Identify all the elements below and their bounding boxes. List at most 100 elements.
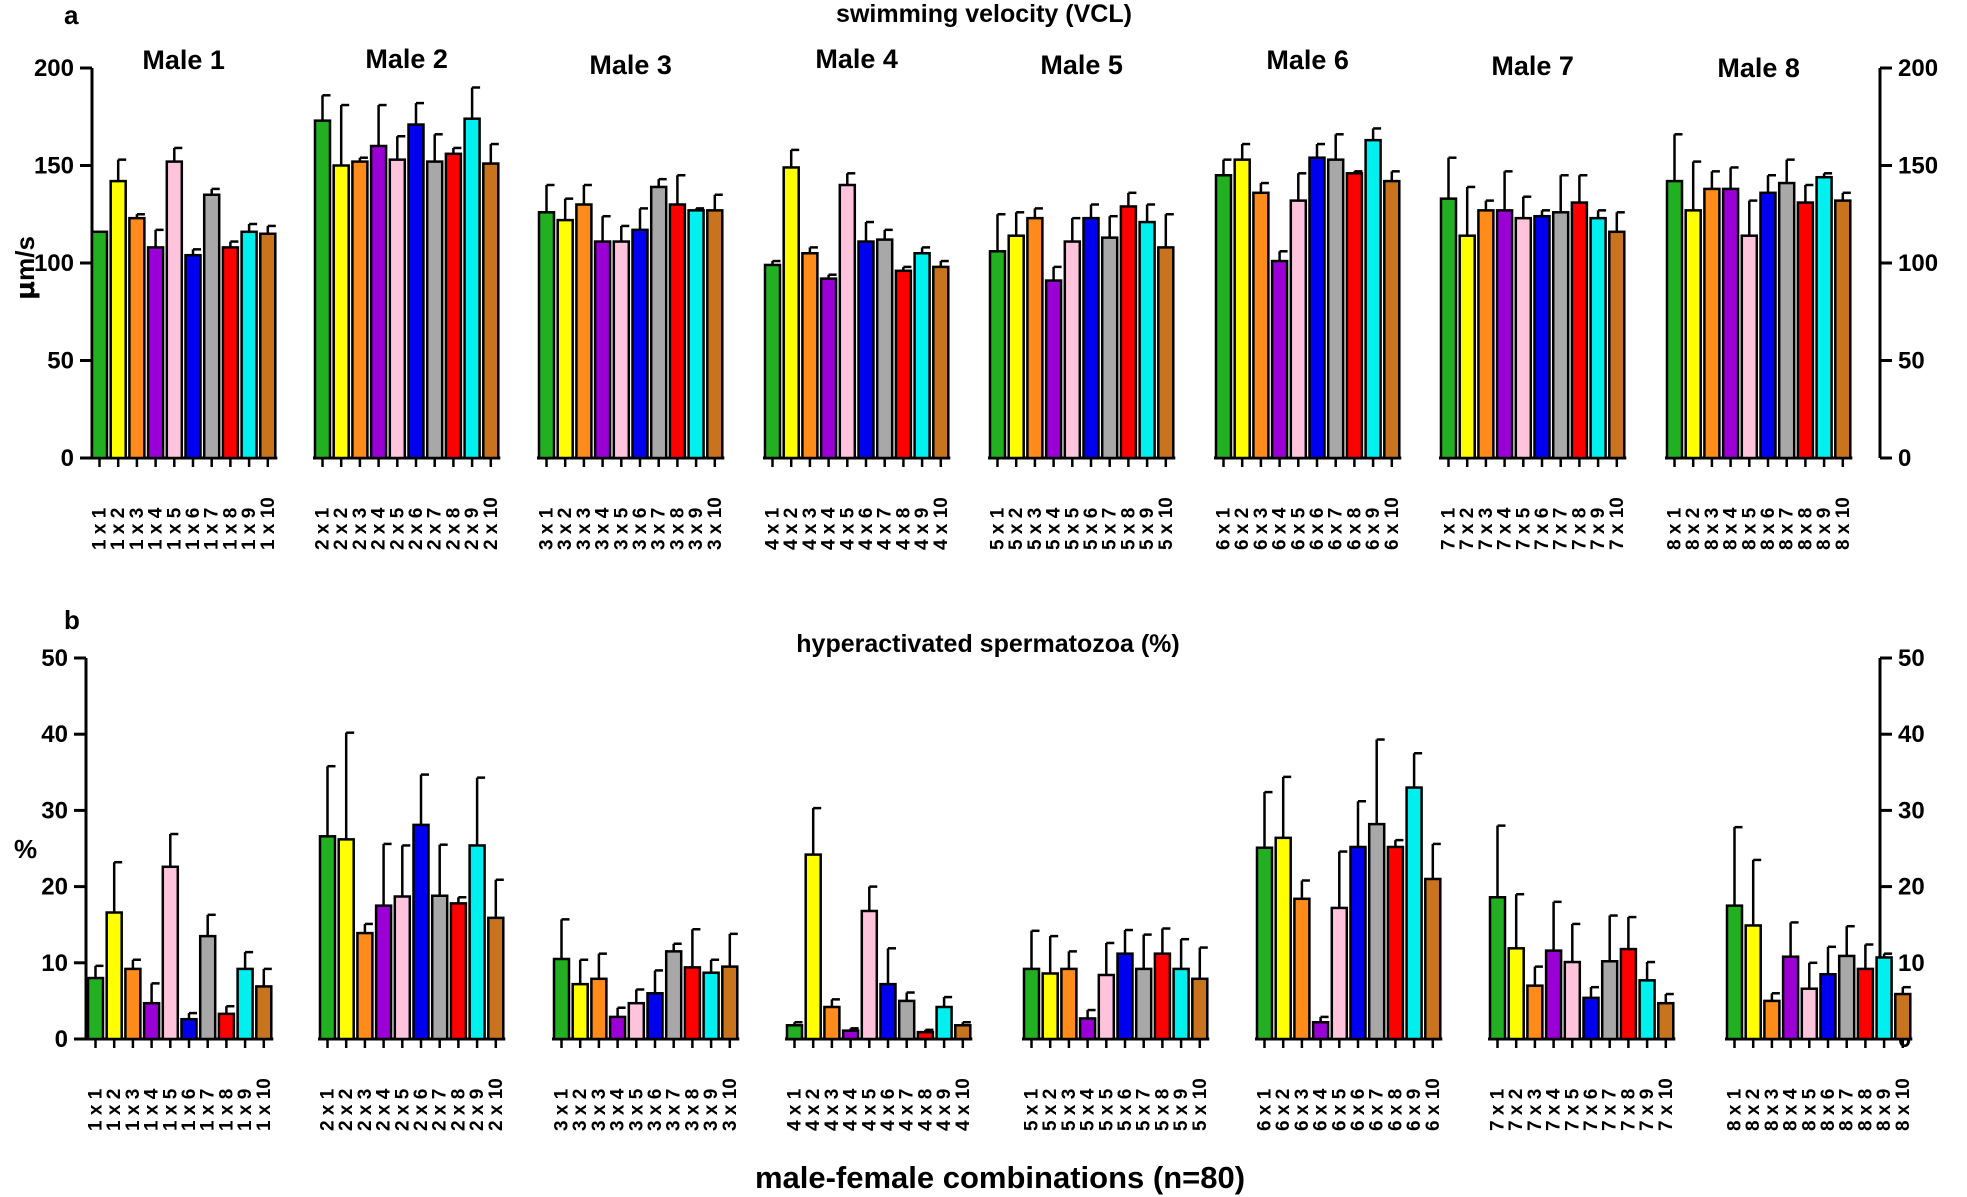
bar bbox=[487, 916, 505, 1041]
category-label: 1 x 8 bbox=[220, 508, 241, 550]
category-label: 6 x 10 bbox=[1382, 497, 1403, 550]
bar bbox=[552, 957, 571, 1041]
category-label: 3 x 4 bbox=[593, 507, 614, 550]
category-label: 4 x 8 bbox=[915, 1089, 936, 1131]
bar bbox=[556, 218, 574, 460]
category-label: 6 x 3 bbox=[1251, 508, 1272, 550]
category-label: 3 x 3 bbox=[589, 1089, 610, 1131]
bar bbox=[1777, 181, 1796, 460]
bar bbox=[142, 1001, 161, 1041]
bar-group-7: 7 x 17 x 27 x 37 x 47 x 57 x 67 x 77 x 8… bbox=[1488, 824, 1677, 1131]
bar bbox=[646, 992, 664, 1041]
bar bbox=[1233, 158, 1251, 460]
y-tick-label-left: 10 bbox=[41, 950, 68, 977]
bar bbox=[1796, 201, 1815, 460]
y-tick-label-right: 10 bbox=[1898, 950, 1925, 977]
category-label: 7 x 9 bbox=[1588, 508, 1609, 550]
bar bbox=[1349, 845, 1367, 1041]
category-label: 1 x 4 bbox=[142, 1088, 163, 1131]
bar bbox=[1763, 999, 1781, 1041]
category-label: 2 x 8 bbox=[448, 1089, 469, 1131]
bar bbox=[146, 246, 165, 460]
category-label: 8 x 8 bbox=[1795, 508, 1816, 550]
category-label: 3 x 9 bbox=[701, 1089, 722, 1131]
bar bbox=[1134, 967, 1153, 1041]
category-label: 6 x 9 bbox=[1363, 508, 1384, 550]
bar bbox=[668, 203, 687, 460]
bar bbox=[687, 209, 705, 460]
category-label: 3 x 10 bbox=[720, 1078, 741, 1131]
category-label: 6 x 6 bbox=[1307, 508, 1328, 550]
category-label: 6 x 2 bbox=[1232, 508, 1253, 550]
bar bbox=[1815, 175, 1833, 460]
category-label: 7 x 6 bbox=[1532, 508, 1553, 550]
group-label: Male 4 bbox=[815, 44, 898, 74]
category-label: 5 x 4 bbox=[1078, 1088, 1099, 1131]
category-label: 2 x 8 bbox=[443, 508, 464, 550]
category-label: 8 x 6 bbox=[1818, 1089, 1839, 1131]
category-label: 3 x 8 bbox=[667, 508, 688, 550]
bar bbox=[608, 1015, 627, 1041]
bar bbox=[1100, 236, 1119, 460]
panel-b-label: b bbox=[64, 605, 80, 635]
bar bbox=[1097, 973, 1116, 1041]
category-label: 1 x 2 bbox=[108, 508, 129, 550]
category-label: 4 x 7 bbox=[897, 1089, 918, 1131]
bar bbox=[894, 269, 913, 460]
category-label: 4 x 3 bbox=[800, 508, 821, 550]
bar bbox=[649, 185, 668, 460]
category-label: 8 x 1 bbox=[1725, 1088, 1746, 1131]
y-tick-label-right: 100 bbox=[1898, 250, 1938, 277]
y-tick-label-right: 50 bbox=[1898, 645, 1925, 672]
bar-group-3: 3 x 13 x 23 x 33 x 43 x 53 x 63 x 73 x 8… bbox=[552, 918, 741, 1131]
category-label: 8 x 3 bbox=[1762, 1089, 1783, 1131]
bar bbox=[875, 238, 894, 460]
category-label: 1 x 5 bbox=[160, 1088, 181, 1131]
bar bbox=[785, 1024, 804, 1041]
category-label: 8 x 5 bbox=[1739, 507, 1760, 550]
category-label: 2 x 2 bbox=[336, 1089, 357, 1131]
bar bbox=[537, 211, 556, 460]
plot-area-a: 0 0 50 50 100 100 150 150 200 200 Male 1 1 x 11 x 2… bbox=[34, 44, 1938, 550]
category-label: 2 x 3 bbox=[355, 1089, 376, 1131]
category-label: 3 x 6 bbox=[630, 508, 651, 550]
category-label: 2 x 6 bbox=[406, 508, 427, 550]
category-label: 1 x 6 bbox=[183, 508, 204, 550]
bar bbox=[165, 160, 184, 460]
category-label: 5 x 6 bbox=[1115, 1089, 1136, 1131]
bar bbox=[1759, 191, 1777, 460]
bar bbox=[1367, 822, 1386, 1041]
panel-a-ylabel-prefix: μ bbox=[11, 281, 41, 300]
category-label: 1 x 7 bbox=[202, 508, 223, 550]
bar bbox=[1022, 967, 1041, 1041]
category-label: 8 x 2 bbox=[1743, 1089, 1764, 1131]
bar bbox=[1386, 845, 1405, 1041]
y-tick-label-left: 40 bbox=[41, 721, 68, 748]
bar bbox=[202, 193, 221, 460]
y-tick-label-left: 200 bbox=[34, 55, 74, 82]
bar bbox=[1638, 979, 1656, 1041]
panel-a-ylabel: μm/s bbox=[10, 236, 41, 300]
y-tick-label-right: 150 bbox=[1898, 153, 1938, 180]
category-label: 7 x 10 bbox=[1656, 1078, 1677, 1131]
category-label: 8 x 6 bbox=[1758, 508, 1779, 550]
bar bbox=[1740, 234, 1759, 460]
category-label: 5 x 3 bbox=[1025, 508, 1046, 550]
category-label: 8 x 5 bbox=[1799, 1088, 1820, 1131]
category-label: 8 x 10 bbox=[1893, 1078, 1914, 1131]
bar-group-5: Male 55 x 15 x 25 x 35 x 45 x 55 x 65 x … bbox=[988, 50, 1177, 550]
bar-group-4: 4 x 14 x 24 x 34 x 44 x 54 x 64 x 74 x 8… bbox=[785, 806, 974, 1131]
category-label: 1 x 9 bbox=[239, 508, 260, 550]
bar bbox=[1172, 967, 1190, 1041]
category-label: 7 x 7 bbox=[1600, 1089, 1621, 1131]
category-label: 4 x 2 bbox=[781, 508, 802, 550]
bar bbox=[1405, 786, 1423, 1041]
bar bbox=[332, 164, 350, 460]
bar bbox=[819, 277, 838, 460]
bar-group-8: 8 x 18 x 28 x 38 x 48 x 58 x 68 x 78 x 8… bbox=[1725, 825, 1914, 1131]
bar bbox=[804, 853, 822, 1041]
bar bbox=[313, 119, 332, 460]
bar bbox=[1563, 960, 1582, 1041]
bar bbox=[221, 246, 240, 460]
category-label: 3 x 5 bbox=[626, 1088, 647, 1131]
